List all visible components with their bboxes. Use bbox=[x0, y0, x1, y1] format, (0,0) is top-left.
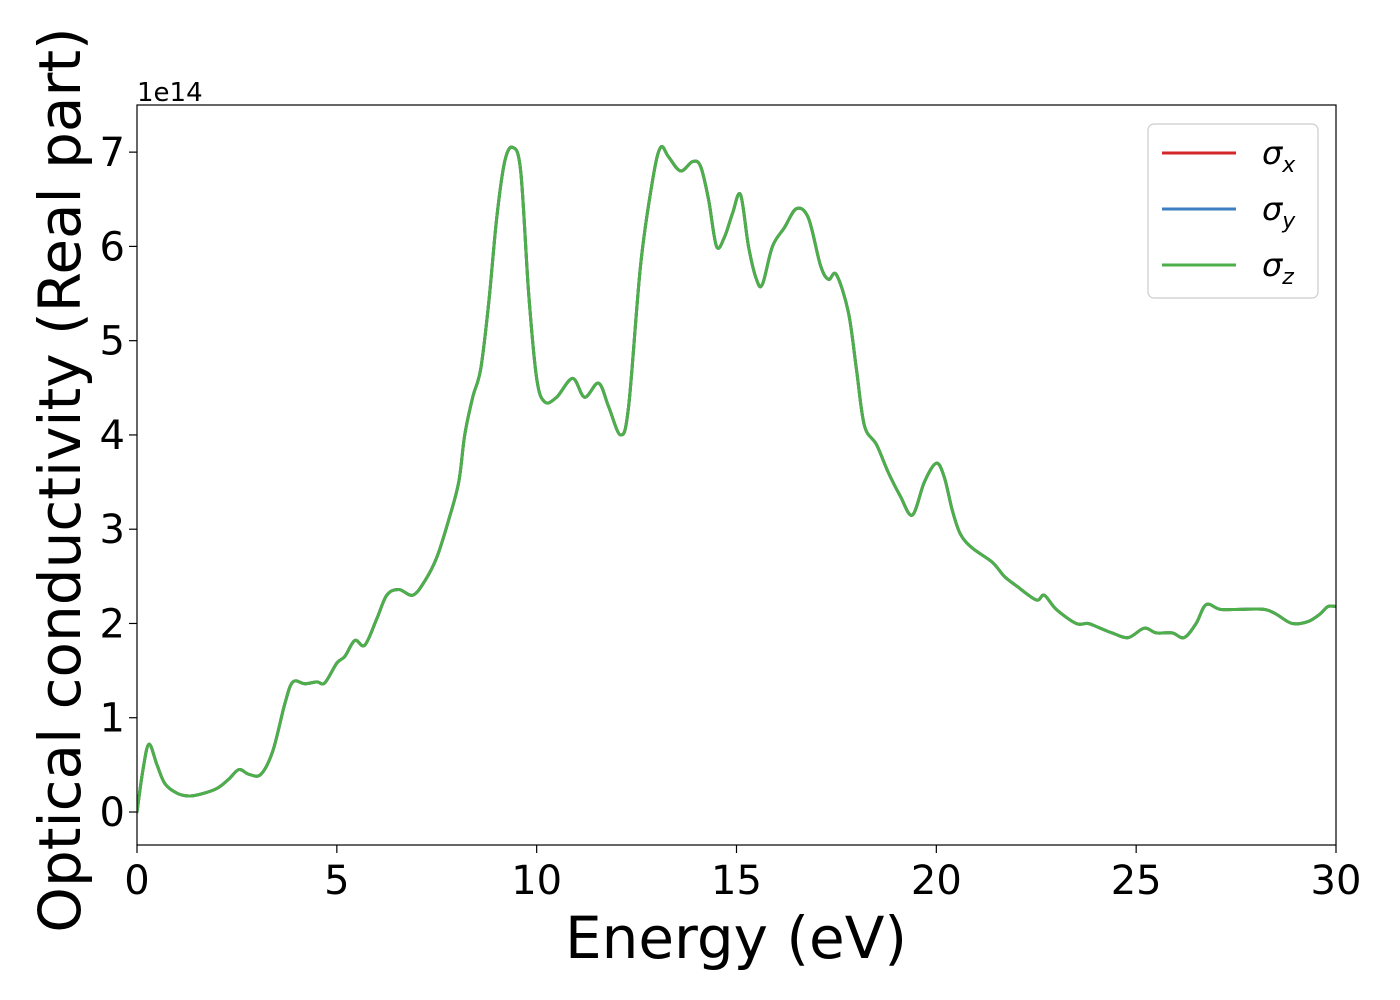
y-axis-offset-label: 1e14 bbox=[137, 78, 203, 108]
x-tick-label: 0 bbox=[124, 858, 149, 904]
x-tick-label: 5 bbox=[324, 858, 349, 904]
y-tick-label: 0 bbox=[100, 790, 125, 836]
legend-label-y: σy bbox=[1262, 190, 1296, 234]
x-tick-label: 25 bbox=[1111, 858, 1162, 904]
x-tick-label: 20 bbox=[911, 858, 962, 904]
legend-items: σx σy σz bbox=[1162, 134, 1296, 290]
legend-label-z: σz bbox=[1262, 246, 1294, 290]
y-tick-label: 7 bbox=[100, 130, 125, 176]
series-line-z bbox=[137, 145, 1336, 814]
y-axis-label: Optical conductivity (Real part) bbox=[26, 27, 94, 932]
x-tick-label: 10 bbox=[511, 858, 562, 904]
x-axis-ticks: 0 5 10 15 20 25 30 bbox=[124, 845, 1361, 904]
series-layer bbox=[137, 145, 1336, 814]
legend: σx σy σz bbox=[1147, 123, 1319, 299]
y-tick-label: 3 bbox=[100, 507, 125, 553]
legend-label-x: σx bbox=[1262, 134, 1296, 178]
y-axis-ticks: 0 1 2 3 4 5 6 7 bbox=[100, 130, 137, 836]
y-tick-label: 4 bbox=[100, 413, 125, 459]
x-tick-label: 15 bbox=[711, 858, 762, 904]
y-tick-label: 1 bbox=[100, 696, 125, 742]
x-axis-label: Energy (eV) bbox=[565, 904, 907, 972]
y-tick-label: 5 bbox=[100, 319, 125, 365]
legend-box bbox=[1147, 123, 1319, 299]
y-tick-label: 2 bbox=[100, 601, 125, 647]
x-tick-label: 30 bbox=[1311, 858, 1362, 904]
plot-area bbox=[136, 104, 1337, 846]
y-tick-label: 6 bbox=[100, 224, 125, 270]
